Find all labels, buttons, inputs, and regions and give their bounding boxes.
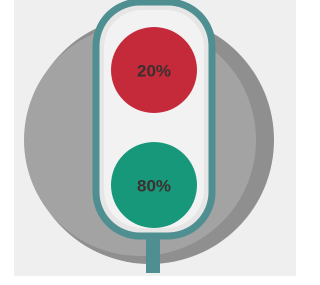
red-light-label: 20% [137,61,171,80]
traffic-light-icon: 20% 80% [0,0,296,285]
green-light-label: 80% [137,176,171,195]
page: {"lights": [{"label": "20%"}, {"label": … [0,0,296,285]
